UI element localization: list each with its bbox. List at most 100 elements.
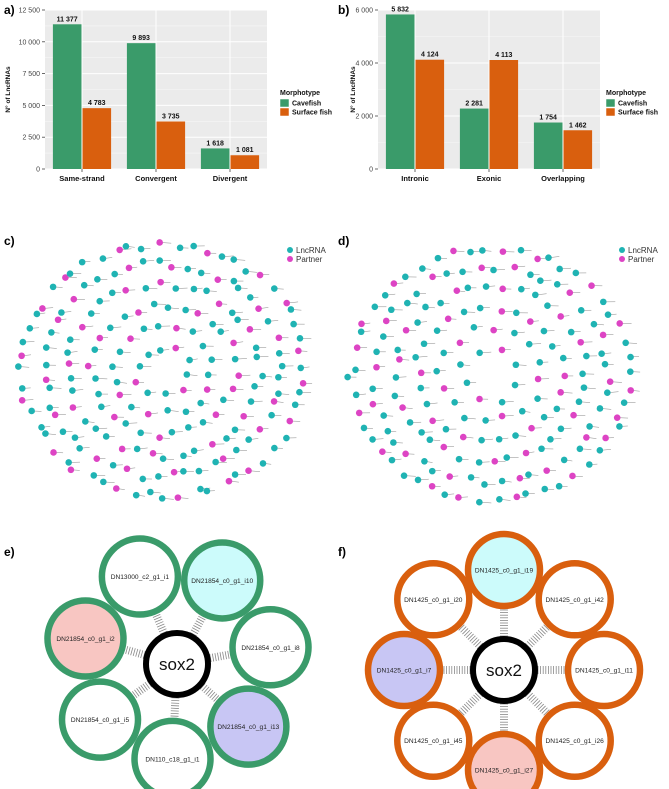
hub-edge-hash (528, 694, 535, 701)
hub-edge-hash (214, 653, 217, 662)
lncrna-node (158, 495, 166, 502)
partner-node (534, 255, 541, 263)
hub-edge-hash (539, 628, 546, 635)
hub-edge-hash (211, 653, 215, 662)
lncrna-node (209, 320, 216, 328)
y-tick-label: 2 500 (22, 135, 40, 142)
y-tick-label: 7 500 (22, 71, 40, 78)
lncrna-node (76, 445, 83, 452)
partner-node (499, 285, 506, 293)
network-legend-label: LncRNA (296, 246, 326, 255)
hub-edge-hash (475, 692, 482, 699)
bar-cavefish (200, 148, 230, 169)
hub-edge-hash (526, 692, 533, 699)
lncrna-node (434, 254, 442, 262)
partner-node (125, 264, 133, 272)
lncrna-node (26, 325, 34, 332)
lncrna-node (412, 353, 419, 361)
lncrna-node (422, 303, 429, 311)
lncrna-node (147, 488, 154, 496)
lncrna-node (253, 353, 261, 361)
bar-value-label: 4 113 (495, 52, 512, 59)
lncrna-node (384, 427, 392, 435)
legend-swatch (279, 107, 290, 117)
panel-label-c: c) (4, 234, 15, 248)
lncrna-node (234, 316, 241, 324)
partner-node (67, 466, 75, 474)
transcript-node (394, 701, 473, 780)
partner-node (453, 287, 461, 294)
lncrna-node (95, 390, 102, 398)
lncrna-node (572, 269, 580, 277)
partner-node (286, 417, 294, 425)
lncrna-node (156, 347, 164, 354)
partner-node (214, 276, 222, 283)
partner-node (543, 467, 551, 474)
partner-node (522, 449, 530, 457)
lncrna-node (99, 255, 107, 262)
bar-surface (82, 108, 112, 169)
transcript-label: DN110_c18_g1_i1 (145, 756, 199, 763)
lncrna-node (278, 362, 286, 370)
lncrna-node (511, 329, 518, 337)
lncrna-node (464, 284, 472, 292)
partner-node (358, 320, 365, 328)
partner-node (156, 239, 163, 246)
lncrna-node (512, 361, 520, 369)
transcript-label: DN21854_c0_g1_i8 (241, 645, 300, 652)
partner-node (295, 347, 302, 355)
lncrna-node (19, 338, 27, 346)
x-tick-label: Same-strand (59, 174, 105, 183)
lncrna-node (287, 306, 295, 313)
lncrna-node (140, 325, 148, 333)
partner-node (513, 493, 521, 501)
lncrna-node (527, 271, 534, 279)
lncrna-node (490, 266, 497, 274)
partner-node (172, 344, 180, 352)
lncrna-node (82, 418, 89, 425)
lncrna-node (122, 243, 130, 250)
transcript-node (44, 597, 127, 680)
partner-node (212, 411, 220, 419)
transcript-node (464, 730, 544, 789)
hub-edge-hash (193, 624, 201, 630)
transcript-label: DN1425_c0_g1_i42 (546, 597, 605, 604)
hub-edge-hash (195, 620, 204, 625)
bar-cavefish (52, 24, 82, 169)
lncrna-node (275, 390, 282, 398)
transcript-label: DN1425_c0_g1_i27 (475, 768, 534, 775)
hub-edge-hash (532, 698, 539, 705)
lncrna-node (437, 299, 444, 307)
lncrna-node (172, 285, 180, 292)
lncrna-node (136, 363, 144, 370)
partner-node (113, 485, 120, 492)
transcript-node (207, 685, 290, 768)
bar-cavefish (533, 122, 563, 169)
panel-label-f: f) (338, 545, 346, 559)
lncrna-node (622, 339, 629, 347)
lncrna-node (247, 398, 255, 405)
hub-edge-hash (207, 690, 214, 697)
hub-edge-hash (140, 650, 144, 659)
hub-edge-hash (217, 652, 220, 661)
lncrna-node (557, 425, 565, 433)
hub-edge-hash (537, 629, 545, 637)
lncrna-node (230, 277, 238, 285)
lncrna-node (627, 353, 634, 361)
lncrna-node (203, 287, 210, 295)
lncrna-node (184, 265, 192, 273)
lncrna-node (423, 400, 431, 408)
transcript-label: DN1425_c0_g1_i45 (404, 738, 463, 745)
lncrna-node (71, 434, 79, 441)
lncrna-node (476, 349, 483, 357)
hub-edge-hash (201, 684, 208, 692)
hub-edge-hash (153, 616, 162, 621)
hub-edge-hash (194, 622, 202, 628)
lncrna-node (540, 413, 548, 421)
partner-node (382, 317, 390, 325)
partner-node (168, 263, 175, 271)
partner-node (245, 467, 252, 474)
lncrna-node (197, 485, 204, 493)
